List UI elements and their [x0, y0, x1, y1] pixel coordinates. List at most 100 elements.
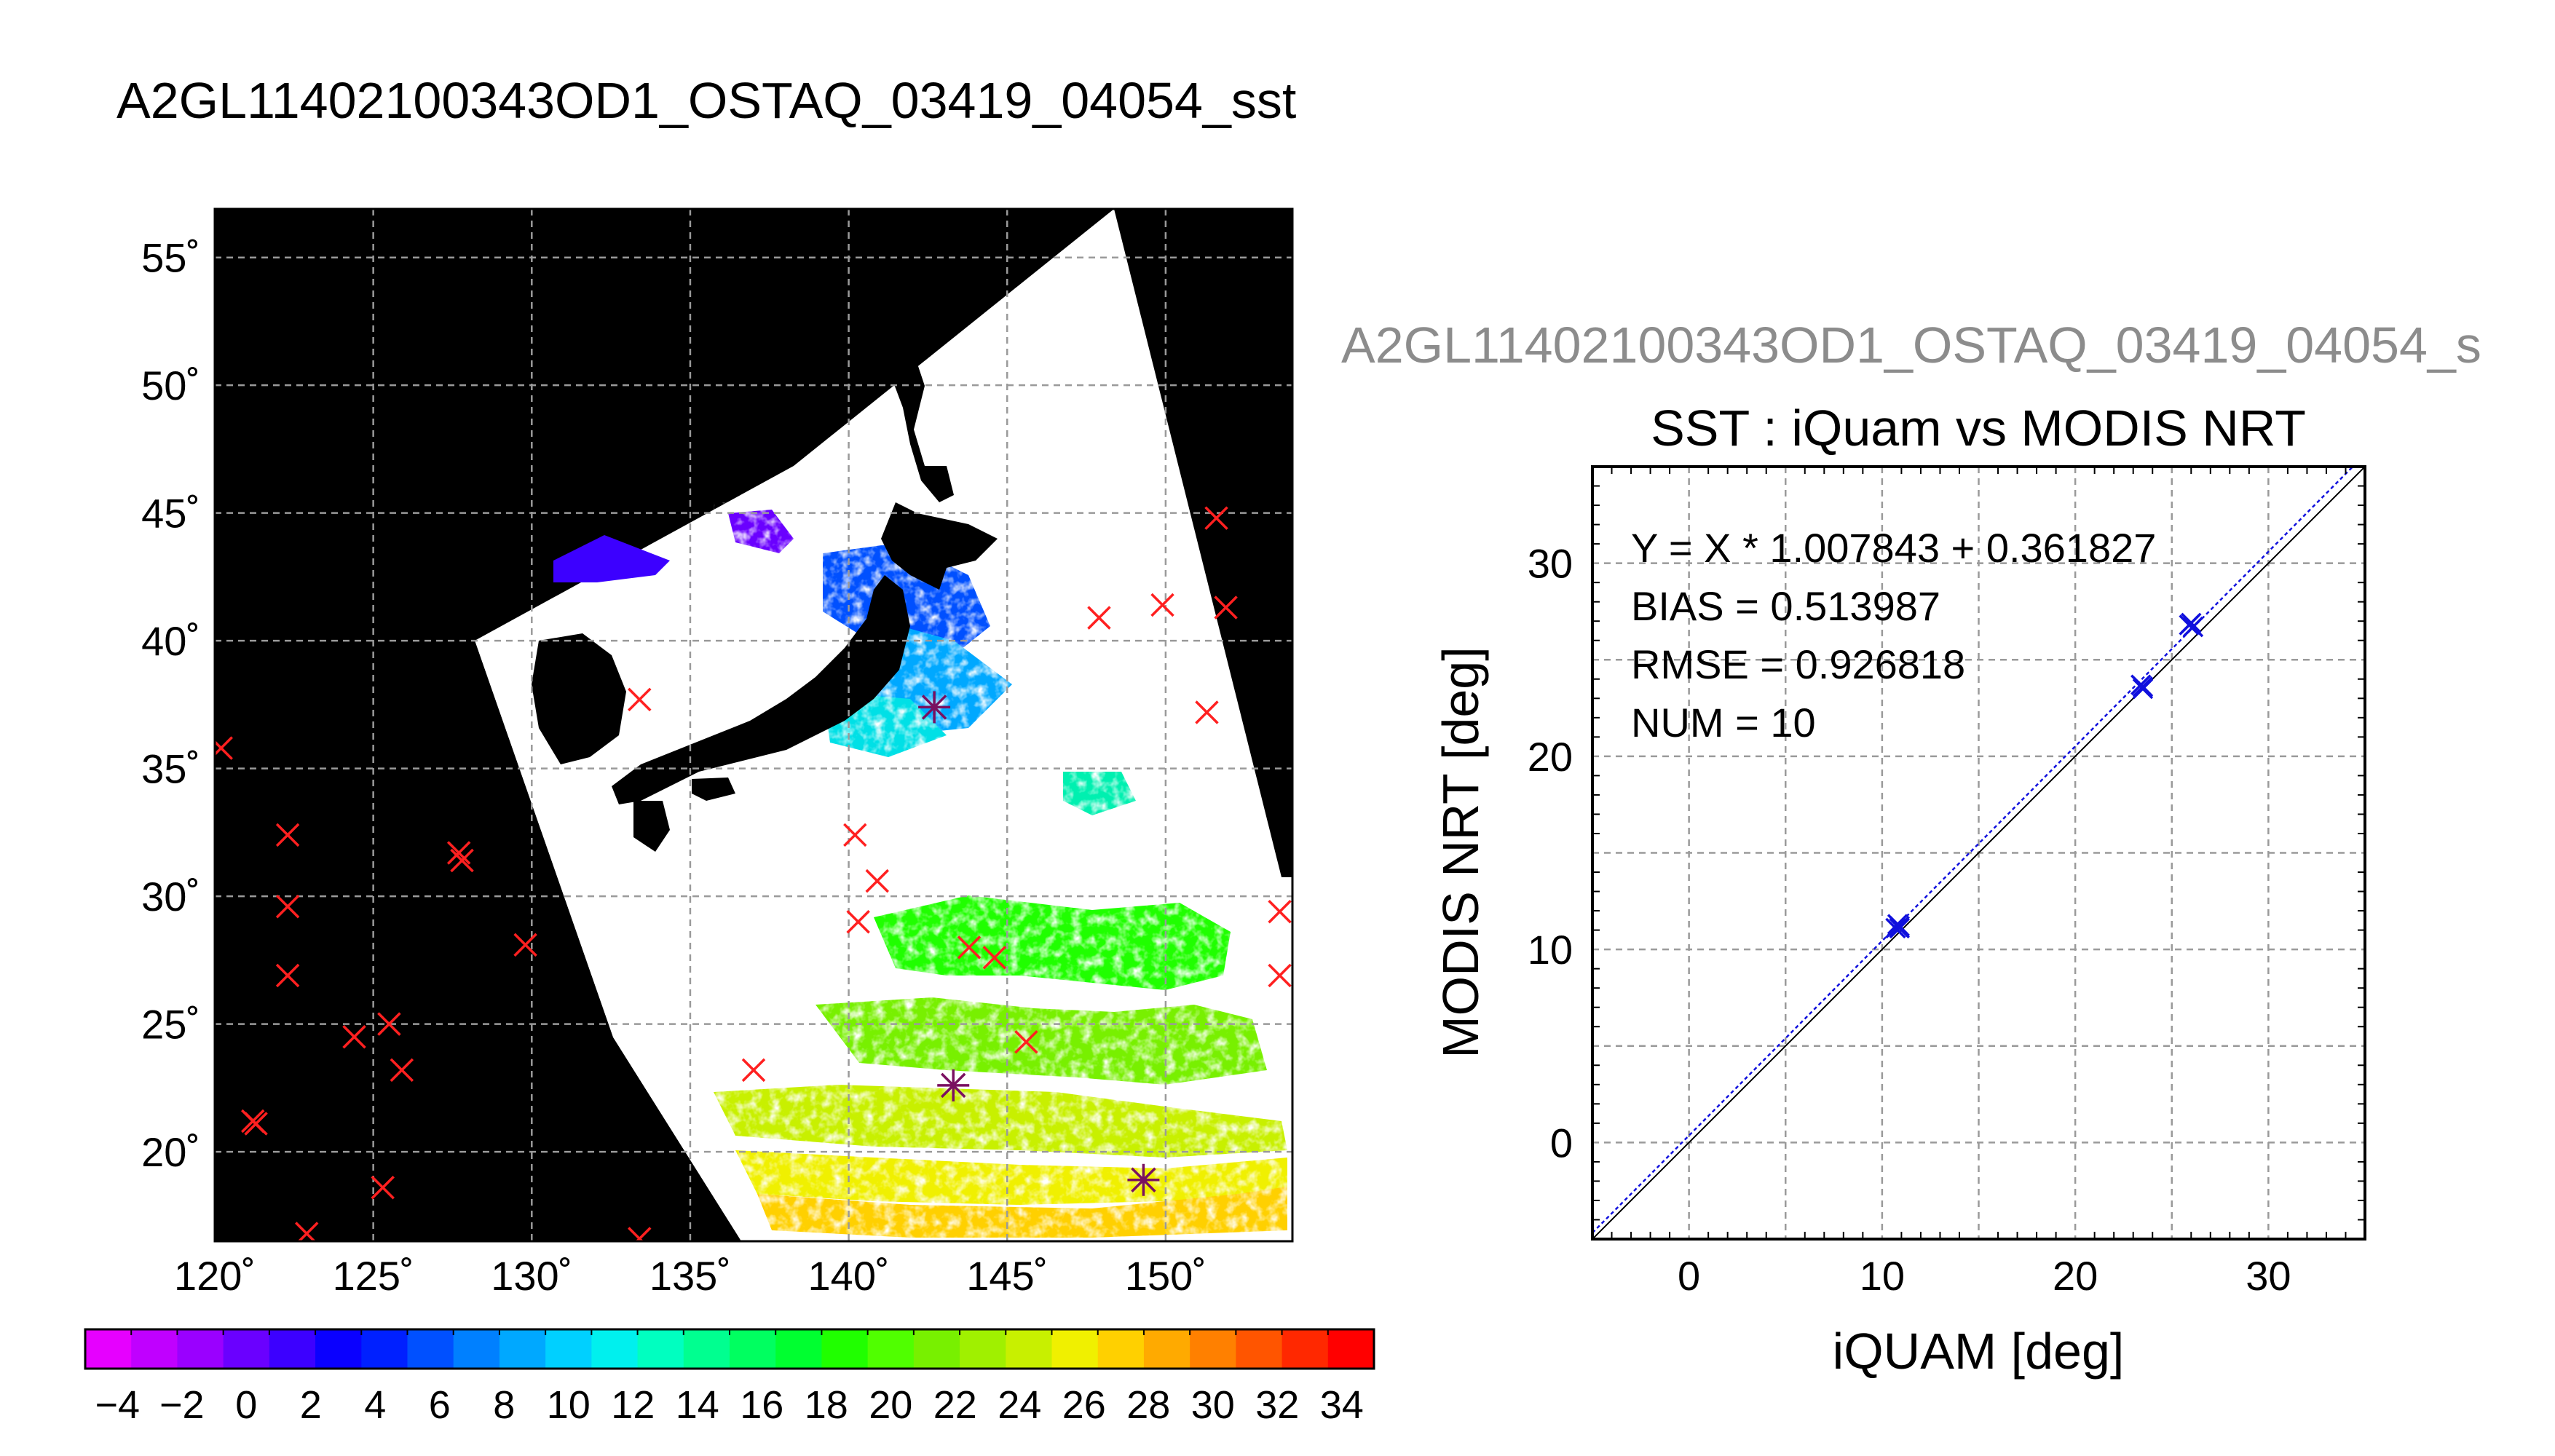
stat-bias: BIAS = 0.513987 — [1631, 583, 1940, 629]
map-iquam-point — [342, 1024, 366, 1049]
scatter-x-tick-label: 0 — [1678, 1253, 1700, 1299]
colorbar-tick-label: 20 — [869, 1383, 912, 1427]
map-matchup-point — [918, 691, 951, 724]
map-frame — [215, 209, 1292, 1241]
map-lat-tick-label: 50˚ — [141, 363, 200, 408]
stat-count: NUM = 10 — [1631, 700, 1816, 745]
colorbar-swatch — [775, 1329, 823, 1369]
land-hokkaido — [881, 502, 998, 590]
map-iquam-point — [1195, 700, 1219, 724]
map-iquam-point — [371, 1176, 395, 1200]
map-lon-tick-label: 140˚ — [808, 1253, 890, 1299]
colorbar-swatch — [453, 1329, 500, 1369]
scatter-point — [1889, 917, 1910, 939]
colorbar-tick-label: 18 — [805, 1383, 848, 1427]
scatter-point — [2132, 678, 2154, 700]
map-border — [213, 207, 1294, 1243]
map-matchup-point — [1127, 1163, 1160, 1196]
colorbar-border — [84, 1328, 1375, 1370]
colorbar-swatch — [315, 1329, 362, 1369]
colorbar-swatch — [1097, 1329, 1145, 1369]
land-masses — [215, 209, 998, 852]
map-iquam-point — [275, 963, 300, 988]
colorbar-swatch — [85, 1329, 132, 1369]
colorbar-tick-labels: −4 −2 0 2 4 6 8 10 12 14 16 18 20 22 24 26 28 30 32 34 — [95, 1383, 1363, 1427]
scatter-title: SST : iQuam vs MODIS NRT — [1651, 400, 2306, 456]
map-iquam-point — [1214, 596, 1238, 620]
map-iquam-point — [215, 736, 233, 760]
colorbar-tick-label: 28 — [1126, 1383, 1170, 1427]
colorbar-tick-label: 24 — [998, 1383, 1041, 1427]
map-lat-tick-label: 35˚ — [141, 746, 200, 792]
colorbar-tick-label: 10 — [547, 1383, 591, 1427]
scatter-x-tick-label: 30 — [2246, 1253, 2291, 1299]
map-iquam-point — [846, 910, 870, 934]
colorbar-tick-label: −2 — [159, 1383, 205, 1427]
colorbar-tick-label: 14 — [676, 1383, 719, 1427]
colorbar-tick-label: 30 — [1191, 1383, 1235, 1427]
scatter-overflow-title: A2GL11402100343OD1_OSTAQ_03419_04054_s — [1341, 317, 2481, 373]
map-gridlines — [215, 209, 1292, 1241]
map-iquam-point — [957, 935, 982, 960]
map-iquam-point — [513, 933, 537, 957]
colorbar-swatch — [1190, 1329, 1236, 1369]
map-lat-tick-label: 25˚ — [141, 1002, 200, 1048]
map-tick-labels: 120˚ 125˚ 130˚ 135˚ 140˚ 145˚ 150˚ 55˚ 50˚ 45˚ 40˚… — [141, 235, 1207, 1299]
colorbar-swatch — [1282, 1329, 1329, 1369]
colorbar-swatch — [867, 1329, 915, 1369]
colorbar: −4 −2 0 2 4 6 8 10 12 14 16 18 20 22 24 26 28 30 32 34 — [84, 1328, 1375, 1427]
map-iquam-point — [450, 848, 474, 873]
map-lon-tick-label: 120˚ — [174, 1253, 256, 1299]
map-lon-tick-label: 130˚ — [491, 1253, 572, 1299]
colorbar-swatch — [1051, 1329, 1099, 1369]
scatter-points — [1885, 612, 2204, 939]
map-panel: A2GL11402100343OD1_OSTAQ_03419_04054_sst — [117, 72, 1296, 1299]
scatter-panel: A2GL11402100343OD1_OSTAQ_03419_04054_s S… — [1341, 317, 2481, 1380]
map-lon-tick-label: 125˚ — [333, 1253, 414, 1299]
map-iquam-point — [865, 869, 890, 893]
cloud-speckle — [714, 502, 1292, 1241]
colorbar-tick-label: 16 — [740, 1383, 783, 1427]
map-iquam-point — [628, 687, 652, 712]
map-title: A2GL11402100343OD1_OSTAQ_03419_04054_sst — [117, 72, 1296, 129]
scatter-x-tick-label: 10 — [1860, 1253, 1905, 1299]
colorbar-swatch — [545, 1329, 592, 1369]
scatter-point — [2181, 612, 2202, 634]
stat-fit-equation: Y = X * 1.007843 + 0.361827 — [1631, 525, 2156, 571]
scatter-y-tick-label: 10 — [1528, 927, 1573, 973]
land-kyushu — [633, 801, 670, 852]
scatter-minor-ticks — [1592, 467, 2365, 1239]
colorbar-swatch — [591, 1329, 639, 1369]
colorbar-tick-label: 0 — [235, 1383, 257, 1427]
scatter-point — [2132, 676, 2154, 697]
colorbar-swatch — [821, 1329, 869, 1369]
outside-swath-west — [215, 641, 741, 1241]
map-iquam-point — [1204, 506, 1228, 530]
colorbar-tick-label: 4 — [364, 1383, 386, 1427]
stat-rmse: RMSE = 0.926818 — [1631, 641, 1965, 687]
colorbar-tick-label: 26 — [1062, 1383, 1106, 1427]
map-iquam-point — [1014, 1029, 1038, 1054]
scatter-stats: Y = X * 1.007843 + 0.361827 BIAS = 0.513… — [1631, 525, 2156, 745]
map-iquam-point — [1087, 606, 1111, 630]
scatter-y-tick-label: 30 — [1528, 541, 1573, 587]
colorbar-tick-label: 22 — [933, 1383, 977, 1427]
map-iquam-point — [1150, 593, 1174, 617]
map-lat-tick-label: 55˚ — [141, 235, 200, 281]
land-asian-mainland-north — [215, 209, 885, 641]
scatter-lines — [1592, 467, 2365, 1239]
colorbar-swatch — [499, 1329, 546, 1369]
colorbar-swatch — [960, 1329, 1006, 1369]
map-iquam-point — [377, 1012, 401, 1036]
regression-line — [1592, 467, 2355, 1234]
map-lon-tick-label: 135˚ — [649, 1253, 731, 1299]
map-points — [215, 506, 1292, 1241]
colorbar-swatch — [637, 1329, 684, 1369]
scatter-y-tick-label: 20 — [1528, 734, 1573, 780]
colorbar-swatch — [223, 1329, 270, 1369]
colorbar-tick-label: 12 — [611, 1383, 655, 1427]
sst-patch-north-japan-sea — [553, 535, 670, 582]
colorbar-tick-label: 6 — [429, 1383, 451, 1427]
colorbar-tick-label: 34 — [1320, 1383, 1364, 1427]
land-shikoku — [692, 778, 735, 801]
